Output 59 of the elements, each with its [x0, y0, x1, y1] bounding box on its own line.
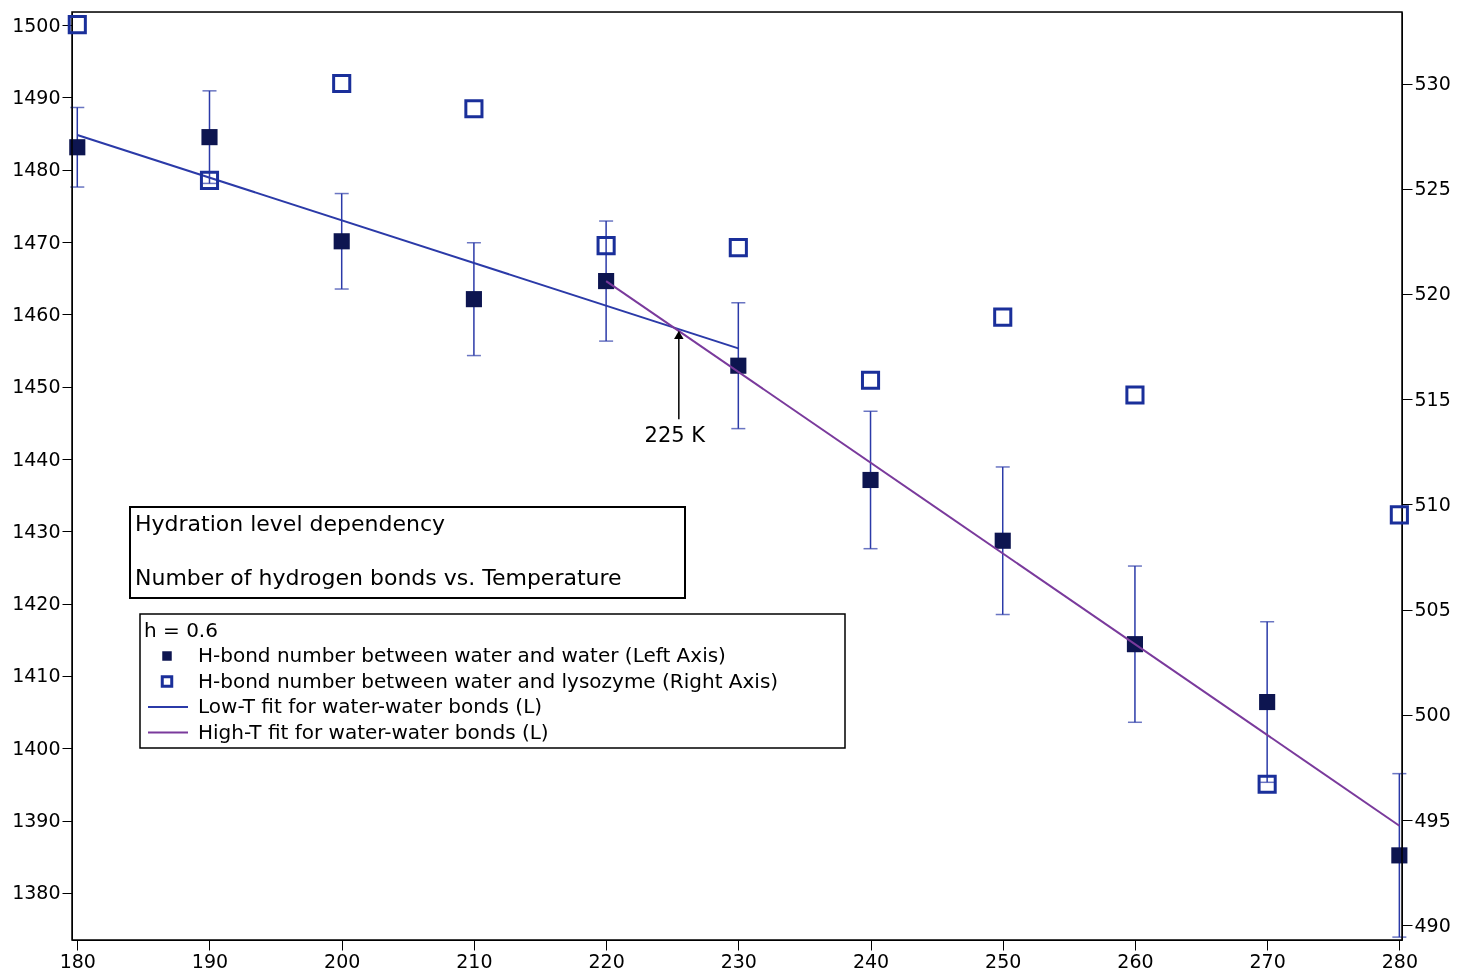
y-tick-label: 1470 [12, 230, 61, 253]
point [333, 233, 350, 250]
point [464, 99, 484, 119]
y-tick-label: 1400 [12, 736, 61, 759]
point [1259, 693, 1276, 711]
x-tick-label: 180 [59, 949, 96, 972]
point [201, 129, 218, 146]
y2-tick-label: 505 [1414, 598, 1451, 621]
x-tick-label: 190 [191, 949, 229, 972]
annotation: 225 K [644, 422, 707, 447]
y-tick-label: 1390 [12, 809, 61, 832]
point [598, 273, 615, 290]
y2-tick-label: 525 [1414, 177, 1451, 200]
point [199, 170, 220, 190]
legend-label: H-bond number between water and water (Left Axis) [198, 643, 726, 667]
y-tick-label: 1430 [12, 519, 61, 542]
y-tick-label: 1480 [12, 158, 61, 181]
x-tick-label: 250 [985, 949, 1022, 972]
point [67, 15, 87, 35]
point [1257, 774, 1277, 794]
text: Number of hydrogen bonds vs. Temperature [135, 565, 622, 590]
x-tick-label: 240 [852, 949, 890, 972]
y2-tick-label: 520 [1414, 282, 1451, 305]
text: Hydration level dependency [135, 511, 445, 536]
point [862, 471, 879, 489]
y-tick-label: 1380 [12, 881, 61, 904]
point [728, 238, 748, 258]
point [332, 73, 352, 94]
x-tick-label: 230 [720, 949, 757, 972]
legend-title: h = 0.6 [144, 618, 218, 642]
point [1125, 385, 1145, 405]
legend-label: High-T fit for water-water bonds (L) [198, 719, 549, 744]
point [596, 236, 616, 256]
y-tick-label: 1440 [12, 447, 61, 470]
x-tick-label: 280 [1381, 949, 1418, 972]
point [465, 291, 482, 308]
y2-tick-label: 495 [1414, 808, 1451, 831]
y-tick-label: 1490 [12, 85, 61, 108]
y-tick-label: 1450 [12, 375, 61, 398]
legend-label: Low-T fit for water-water bonds (L) [198, 694, 543, 718]
x-tick-label: 270 [1249, 949, 1286, 972]
y2-tick-label: 530 [1414, 72, 1451, 95]
y-tick-label: 1410 [12, 664, 61, 687]
point [993, 307, 1013, 327]
x-tick-label: 210 [456, 949, 493, 972]
x-tick-label: 200 [324, 949, 361, 972]
point [1389, 505, 1409, 525]
x-tick-label: 220 [588, 949, 625, 972]
point [994, 532, 1011, 549]
y2-tick-label: 500 [1414, 703, 1451, 726]
y-tick-label: 1420 [12, 592, 61, 615]
y2-tick-label: 490 [1414, 913, 1451, 936]
y2-tick-label: 515 [1414, 387, 1451, 410]
y-tick-label: 1500 [12, 13, 61, 36]
x-tick-label: 260 [1117, 949, 1154, 972]
y-tick-label: 1460 [12, 302, 61, 325]
y2-tick-label: 510 [1414, 492, 1451, 515]
legend-label: H-bond number between water and lysozyme (Right Axis) [198, 668, 779, 693]
point [860, 370, 881, 390]
